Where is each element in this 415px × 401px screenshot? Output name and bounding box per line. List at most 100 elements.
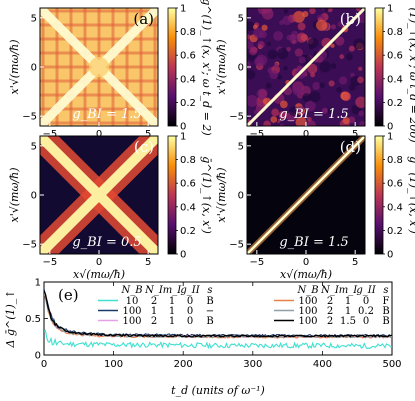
colorbar-tick-label: 0.8 bbox=[180, 27, 196, 38]
colorbar-tick-label: 0.8 bbox=[180, 155, 196, 166]
legend-cell: B bbox=[206, 316, 213, 327]
heatmap-speckle bbox=[305, 100, 316, 112]
panel-letter: (d) bbox=[340, 138, 361, 156]
heatmap-speckle bbox=[342, 116, 350, 125]
colorbar-tick-label: 1 bbox=[180, 4, 186, 15]
series-line-0 bbox=[44, 329, 392, 350]
heatmap-speckle bbox=[306, 116, 312, 122]
x-tick-label: 300 bbox=[243, 359, 262, 370]
x-tick-label: 5 bbox=[352, 257, 358, 268]
heatmap-panel-a: −5 0 5 −5 0 5 x'√(mω/ħ) (a) g_BI = 1.5 0 0.2 0.4 0.6… bbox=[8, 0, 213, 140]
heatmap-speckle bbox=[335, 36, 345, 46]
y-tick-label: 1 bbox=[35, 278, 41, 289]
heatmap-speckle bbox=[247, 40, 254, 50]
x-axis-label: x√(mω/ħ) bbox=[73, 268, 125, 281]
heatmap-speckle bbox=[283, 9, 289, 14]
heatmap-speckle bbox=[263, 120, 271, 126]
heatmap-speckle bbox=[336, 86, 342, 93]
legend-cell: 100 bbox=[122, 316, 141, 327]
colorbar-label: ḡ^(1)_↑(x, x') bbox=[200, 156, 213, 234]
colorbar-tick-label: 0 bbox=[180, 250, 186, 261]
colorbar-tick-label: 0 bbox=[387, 250, 393, 261]
x-tick-label: 5 bbox=[352, 129, 358, 140]
plot-frame bbox=[43, 281, 393, 356]
legend-header: m_I bbox=[163, 285, 182, 296]
x-tick-label: 100 bbox=[104, 359, 123, 370]
heatmap-speckle bbox=[312, 82, 321, 90]
heatmap-speckle bbox=[261, 24, 268, 31]
colorbar-tick-label: 0 bbox=[387, 122, 393, 133]
heatmap-speckle bbox=[321, 108, 328, 114]
heatmap-speckle bbox=[293, 11, 305, 23]
panel-letter: (a) bbox=[133, 10, 154, 28]
legend-cell: 1 bbox=[151, 306, 157, 317]
heatmap-speckle bbox=[327, 8, 333, 13]
heatmap-speckle bbox=[306, 120, 316, 126]
legend-cell: 1 bbox=[345, 296, 351, 307]
heatmap-speckle bbox=[358, 66, 363, 71]
y-tick-label: 5 bbox=[238, 13, 244, 24]
y-tick-label: 0 bbox=[35, 351, 41, 362]
x-tick-label: 500 bbox=[382, 359, 401, 370]
x-tick-label: −5 bbox=[249, 257, 264, 268]
x-tick-label: −5 bbox=[42, 257, 57, 268]
legend-cell: 1 bbox=[169, 306, 175, 317]
heatmap-speckle bbox=[283, 65, 288, 71]
colorbar-tick-label: 0.4 bbox=[387, 74, 403, 85]
heatmap-speckle bbox=[277, 74, 283, 80]
colorbar-tick-label: 1 bbox=[387, 132, 393, 143]
panel-letter: (c) bbox=[134, 138, 154, 156]
coupling-annotation: g_BI = 1.5 bbox=[279, 107, 348, 122]
x-axis-label: t_d (units of ω⁻¹) bbox=[171, 384, 265, 397]
heatmap-speckle bbox=[279, 123, 284, 126]
legend-header: s bbox=[383, 285, 388, 296]
y-axis-label: Δ ḡ^(1)_↑ bbox=[4, 290, 17, 349]
colorbar bbox=[167, 135, 177, 255]
y-tick-label: −5 bbox=[229, 112, 244, 123]
legend-cell: − bbox=[206, 306, 214, 317]
y-tick-label: 0 bbox=[31, 63, 37, 74]
heatmap-diagonal bbox=[247, 8, 365, 126]
coupling-annotation: g_BI = 1.5 bbox=[279, 235, 348, 250]
heatmap-speckle bbox=[278, 110, 288, 120]
heatmap-speckle bbox=[267, 49, 278, 60]
colorbar-label: g^(1)_↑(x, x'; ω t_d = 2) bbox=[200, 0, 213, 136]
heatmap-speckle bbox=[273, 62, 279, 68]
heatmap-speckle bbox=[269, 70, 279, 80]
heatmap-speckle bbox=[288, 106, 299, 117]
series-line-5 bbox=[44, 290, 392, 338]
heatmap-panel-d: −5 0 5 −5 0 5 x'√(mω/ħ) x√(mω/ħ) (d) g_BI = 1.5 0 0… bbox=[215, 132, 415, 282]
heatmap-speckle bbox=[295, 116, 307, 126]
legend-cell: 1 bbox=[345, 306, 351, 317]
heatmap-speckle bbox=[258, 89, 268, 98]
heatmap-speckle bbox=[286, 46, 291, 52]
heatmap-speckle bbox=[273, 30, 284, 41]
heatmap-speckle bbox=[345, 53, 353, 61]
y-tick-label: 0 bbox=[238, 191, 244, 202]
legend-header: g_II bbox=[356, 285, 376, 296]
colorbar-label: ḡ^(1)_↑(x, x') bbox=[407, 156, 415, 234]
legend-cell: 100 bbox=[298, 306, 317, 317]
legend-header: m_I bbox=[339, 285, 358, 296]
x-tick-label: 5 bbox=[145, 257, 151, 268]
series-line-4 bbox=[44, 291, 392, 339]
legend-cell: 2 bbox=[327, 306, 333, 317]
heatmap-speckle bbox=[265, 82, 272, 89]
y-tick-label: 5 bbox=[31, 141, 37, 152]
legend-cell: 2 bbox=[151, 316, 157, 327]
heatmap-speckle bbox=[308, 37, 319, 49]
heatmap-speckle bbox=[355, 96, 365, 108]
panel-letter: (b) bbox=[340, 10, 361, 28]
heatmap-speckle bbox=[338, 76, 348, 85]
heatmap-speckle bbox=[280, 100, 288, 109]
colorbar-tick-label: 1 bbox=[387, 4, 393, 15]
colorbar-tick-label: 0.6 bbox=[387, 51, 403, 62]
legend-cell: 0 bbox=[363, 316, 369, 327]
legend-cell: 0.2 bbox=[358, 306, 374, 317]
heatmap-speckle bbox=[348, 83, 356, 91]
colorbar-label: g^(1)_↑(x, x'; ω t_d = 200) bbox=[407, 0, 415, 143]
y-axis-label: x'√(mω/ħ) bbox=[215, 167, 228, 222]
legend-cell: 0 bbox=[187, 296, 193, 307]
heatmap-speckle bbox=[298, 56, 306, 64]
